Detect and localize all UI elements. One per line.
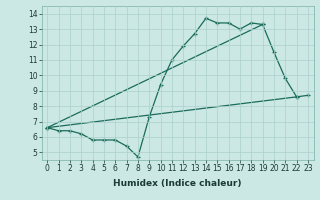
X-axis label: Humidex (Indice chaleur): Humidex (Indice chaleur)	[113, 179, 242, 188]
